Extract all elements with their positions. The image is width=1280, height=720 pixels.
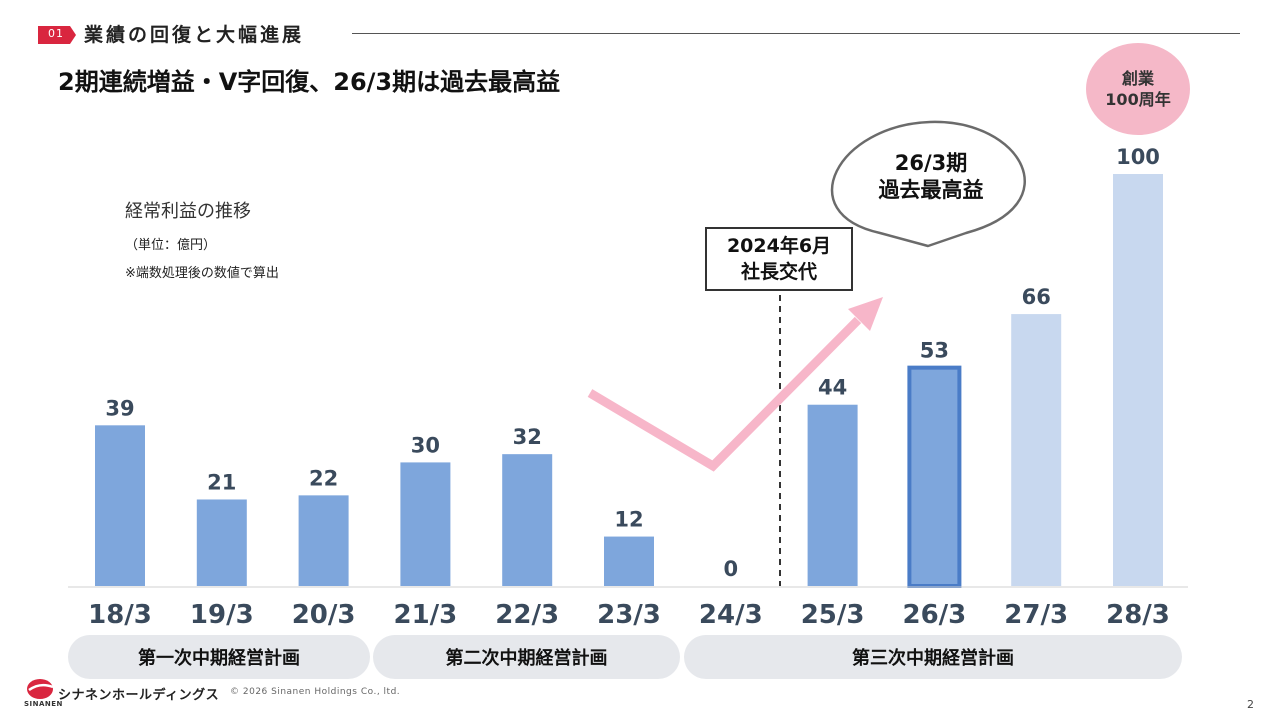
section-divider bbox=[352, 33, 1240, 34]
record-speech-bubble: 26/3期 過去最高益 bbox=[830, 120, 1026, 248]
value-label-21-3: 30 bbox=[411, 433, 440, 457]
value-label-25-3: 44 bbox=[818, 376, 847, 400]
value-label-18-3: 39 bbox=[105, 396, 134, 420]
x-tick-label-19-3: 19/3 bbox=[190, 600, 254, 630]
centennial-badge-line2: 100周年 bbox=[1105, 90, 1171, 109]
value-label-23-3: 12 bbox=[614, 508, 643, 532]
copyright: © 2026 Sinanen Holdings Co., ltd. bbox=[230, 687, 401, 697]
x-tick-label-21-3: 21/3 bbox=[394, 600, 458, 630]
x-tick-label-18-3: 18/3 bbox=[88, 600, 152, 630]
plan-label: 第一次中期経営計画 bbox=[138, 648, 300, 669]
chart-title: 経常利益の推移 bbox=[125, 201, 251, 222]
section-title: 業績の回復と大幅進展 bbox=[84, 24, 305, 46]
bar-23-3 bbox=[604, 536, 654, 586]
value-label-28-3: 100 bbox=[1116, 145, 1160, 169]
unit-note: （単位：億円） bbox=[125, 238, 217, 253]
bar-28-3 bbox=[1113, 174, 1163, 586]
value-label-24-3: 0 bbox=[723, 557, 738, 581]
ceo-change-date: 2024年6月 bbox=[726, 235, 832, 257]
page-number: 2 bbox=[1247, 698, 1254, 711]
value-label-27-3: 66 bbox=[1022, 285, 1051, 309]
company-logo-icon bbox=[26, 677, 56, 705]
plan-pill-second: 第二次中期経営計画 bbox=[373, 635, 680, 679]
bar-20-3 bbox=[298, 495, 349, 586]
trend-arrow bbox=[587, 297, 883, 472]
x-tick-label-22-3: 22/3 bbox=[495, 600, 559, 630]
bar-27-3 bbox=[1011, 314, 1062, 586]
bar-25-3 bbox=[807, 404, 858, 586]
x-tick-label-25-3: 25/3 bbox=[801, 600, 865, 630]
centennial-badge-line1: 創業 bbox=[1121, 69, 1154, 88]
record-bubble-line2: 過去最高益 bbox=[879, 178, 984, 202]
plan-label: 第二次中期経営計画 bbox=[445, 648, 608, 669]
section-number: 01 bbox=[48, 27, 64, 40]
ceo-change-text: 社長交代 bbox=[740, 261, 817, 283]
x-tick-label-20-3: 20/3 bbox=[292, 600, 356, 630]
ceo-change-box: 2024年6月 社長交代 bbox=[705, 227, 853, 291]
bar-19-3 bbox=[196, 499, 247, 586]
rounding-note: ※端数処理後の数値で算出 bbox=[125, 266, 279, 281]
value-label-20-3: 22 bbox=[309, 466, 338, 490]
section-number-badge bbox=[38, 25, 78, 45]
plan-pill-third: 第三次中期経営計画 bbox=[684, 635, 1182, 679]
x-tick-label-26-3: 26/3 bbox=[903, 600, 967, 630]
bar-26-3 bbox=[907, 365, 962, 589]
plan-label: 第三次中期経営計画 bbox=[852, 648, 1014, 669]
centennial-badge: 創業 100周年 bbox=[1086, 43, 1190, 135]
page-headline: 2期連続増益・V字回復、26/3期は過去最高益 bbox=[58, 68, 561, 96]
x-tick-label-27-3: 27/3 bbox=[1004, 600, 1068, 630]
bar-21-3 bbox=[400, 462, 451, 586]
x-tick-label-28-3: 28/3 bbox=[1106, 600, 1170, 630]
plan-pill-first: 第一次中期経営計画 bbox=[68, 635, 370, 679]
x-tick-label-24-3: 24/3 bbox=[699, 600, 763, 630]
value-label-22-3: 32 bbox=[513, 425, 542, 449]
x-tick-label-23-3: 23/3 bbox=[597, 600, 661, 630]
company-logo-subtext: SINANEN bbox=[24, 700, 63, 708]
value-label-19-3: 21 bbox=[207, 470, 236, 494]
company-logo-text: シナネンホールディングス bbox=[58, 688, 220, 703]
value-label-26-3: 53 bbox=[920, 339, 949, 363]
bar-22-3 bbox=[502, 454, 553, 586]
record-bubble-line1: 26/3期 bbox=[895, 151, 968, 175]
bar-18-3 bbox=[95, 425, 145, 586]
